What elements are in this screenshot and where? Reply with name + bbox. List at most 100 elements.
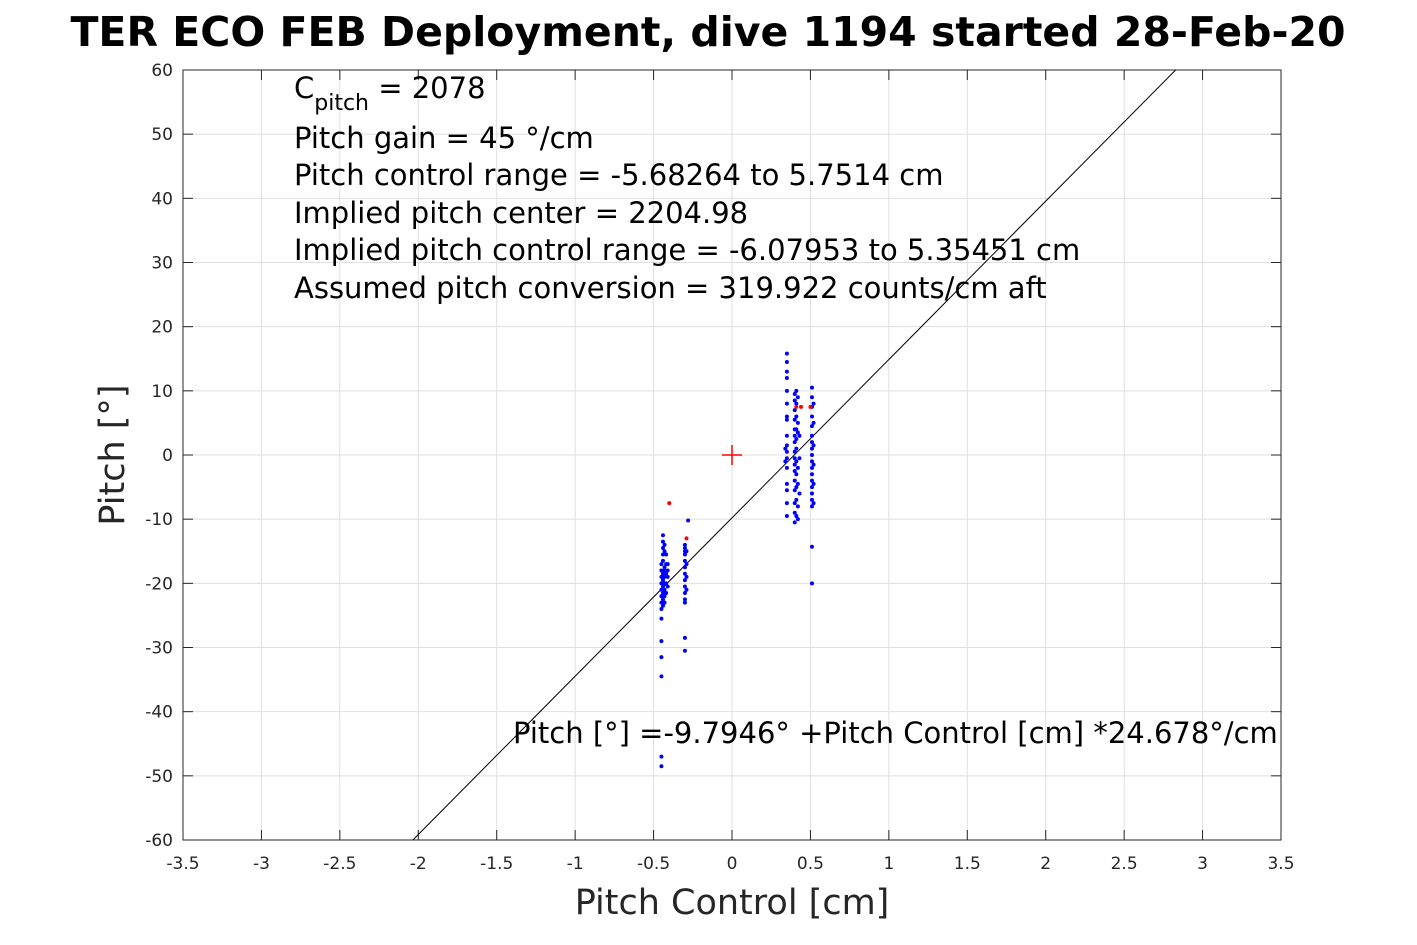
data-point <box>792 469 797 474</box>
data-point <box>792 456 797 461</box>
data-point <box>662 549 667 554</box>
data-point <box>682 552 687 557</box>
data-point <box>665 584 670 589</box>
data-point <box>809 453 814 457</box>
axis-ticks <box>182 69 1282 841</box>
y-tick-label: 60 <box>151 61 173 81</box>
data-point <box>797 433 802 438</box>
data-point <box>659 764 664 769</box>
x-tick-label: 2.5 <box>1111 854 1138 874</box>
data-point <box>682 578 687 583</box>
data-point <box>792 398 797 403</box>
data-point <box>664 552 669 557</box>
data-point <box>660 603 665 608</box>
y-tick-labels: 60 50 40 30 20 10 0 -10 -20 -30 -40 -50 -60 <box>145 61 173 851</box>
y-tick-label: 30 <box>151 254 173 274</box>
fit-line <box>412 69 1176 841</box>
y-tick-label: -40 <box>145 703 173 723</box>
data-point <box>682 546 687 551</box>
data-point <box>784 433 789 438</box>
x-tick-labels: -3.5 -3 -2.5 -2 -1.5 -1 -0.5 0 0.5 1 1.5 2 2.5 3 3.5 <box>166 854 1294 874</box>
data-point <box>784 501 789 506</box>
data-point <box>659 674 664 679</box>
data-point <box>809 504 814 509</box>
y-tick-label: 0 <box>162 446 173 466</box>
data-point <box>809 478 814 483</box>
data-point <box>659 639 664 644</box>
x-tick-label: 2 <box>1040 854 1051 874</box>
y-tick-label: 10 <box>151 382 173 402</box>
data-point <box>664 571 669 576</box>
x-tick-label: 3 <box>1197 854 1208 874</box>
chart-title: TER ECO FEB Deployment, dive 1194 starte… <box>70 8 1345 56</box>
data-point <box>660 590 665 595</box>
x-tick-label: -1.5 <box>480 854 513 874</box>
data-point <box>795 481 800 486</box>
data-point <box>784 456 789 461</box>
data-point <box>659 581 664 586</box>
data-point <box>794 401 799 406</box>
data-point <box>809 433 814 438</box>
data-point <box>811 501 816 506</box>
data-point <box>660 546 665 551</box>
data-point <box>660 552 665 557</box>
y-tick-label: -30 <box>145 639 173 659</box>
y-tick-label: -20 <box>145 574 173 594</box>
x-tick-label: -2.5 <box>323 854 356 874</box>
data-point <box>794 427 799 432</box>
data-point <box>792 520 797 525</box>
data-point <box>659 754 664 759</box>
data-point <box>659 574 664 579</box>
data-point <box>809 472 814 477</box>
y-tick-label: 50 <box>151 125 173 145</box>
data-point <box>784 388 789 393</box>
y-tick-label: -60 <box>145 831 173 851</box>
data-point <box>662 568 667 573</box>
data-point <box>809 497 814 502</box>
data-point <box>660 539 665 544</box>
data-point <box>795 517 800 522</box>
data-point <box>792 408 797 413</box>
data-point <box>664 590 669 595</box>
data-point <box>784 359 789 364</box>
data-point <box>784 401 789 406</box>
annotation-line: Assumed pitch conversion = 319.922 count… <box>294 271 1047 305</box>
data-point <box>784 465 789 470</box>
data-point <box>795 420 800 425</box>
data-point <box>811 401 816 406</box>
x-tick-label: 1.5 <box>954 854 981 874</box>
data-point <box>784 449 789 454</box>
annotation-line: Implied pitch center = 2204.98 <box>294 196 748 230</box>
data-point <box>682 590 687 595</box>
data-point <box>809 395 814 400</box>
data-point <box>811 481 816 486</box>
data-point <box>792 417 797 422</box>
data-point <box>659 616 664 621</box>
data-point <box>794 497 799 502</box>
data-point <box>684 587 689 592</box>
data-point <box>660 578 665 583</box>
data-point <box>684 562 689 567</box>
data-point <box>795 504 800 509</box>
data-point <box>682 565 687 570</box>
data-point <box>662 600 667 605</box>
data-point <box>665 562 670 567</box>
data-point <box>808 404 813 409</box>
y-tick-label: 20 <box>151 318 173 338</box>
data-point <box>682 597 687 602</box>
data-point <box>794 472 799 477</box>
center-marker <box>722 445 742 465</box>
data-point <box>784 369 789 374</box>
x-tick-label: -3.5 <box>166 854 199 874</box>
data-point <box>686 518 691 523</box>
data-point <box>784 376 789 380</box>
data-point <box>794 459 799 464</box>
data-point <box>792 510 797 515</box>
x-tick-label: 0.5 <box>797 854 824 874</box>
data-point <box>783 446 788 451</box>
data-point <box>682 600 687 605</box>
data-point <box>662 594 667 599</box>
data-point <box>811 462 816 467</box>
annotation-line: Cpitch = 2078 <box>294 71 486 116</box>
